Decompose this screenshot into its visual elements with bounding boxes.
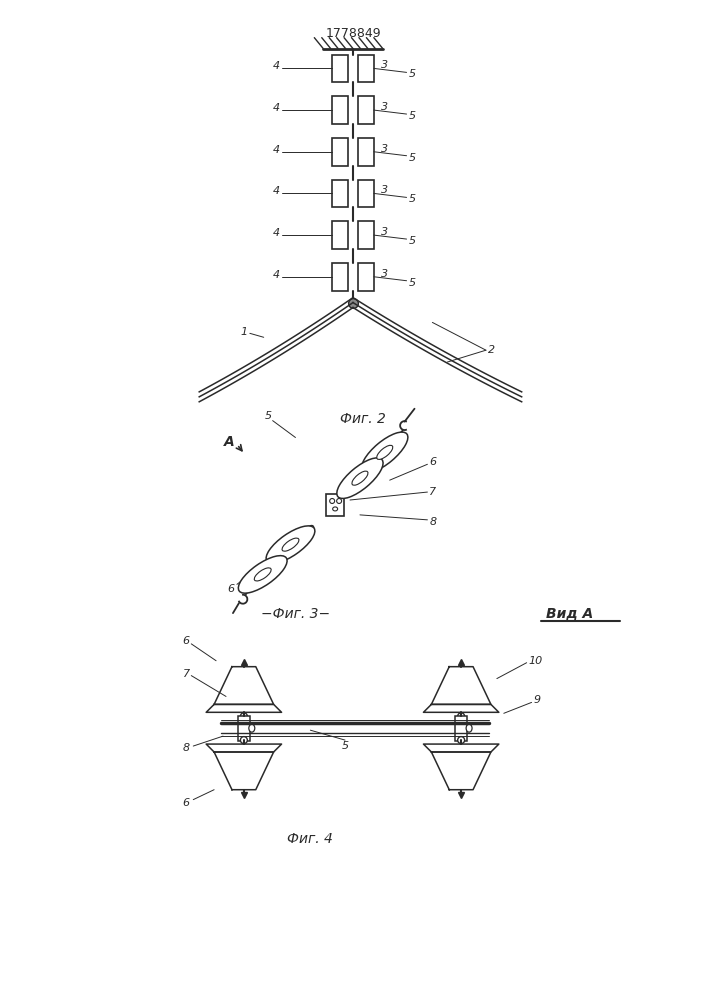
Text: 5: 5 xyxy=(265,411,272,421)
Ellipse shape xyxy=(337,499,341,503)
Text: 2: 2 xyxy=(488,345,495,355)
Bar xyxy=(455,716,467,741)
Ellipse shape xyxy=(306,526,314,534)
Text: 5: 5 xyxy=(409,278,416,288)
Text: 3: 3 xyxy=(381,269,388,279)
Bar xyxy=(332,180,348,207)
Text: 3: 3 xyxy=(381,144,388,154)
Text: 4: 4 xyxy=(272,228,279,238)
Text: 7: 7 xyxy=(183,669,190,679)
Text: 4: 4 xyxy=(272,270,279,280)
Text: 4: 4 xyxy=(272,186,279,196)
Text: 1778849: 1778849 xyxy=(325,27,381,40)
Text: 5: 5 xyxy=(341,741,349,751)
Text: 6: 6 xyxy=(228,584,235,594)
Bar xyxy=(332,221,348,249)
Ellipse shape xyxy=(240,737,247,744)
Ellipse shape xyxy=(282,538,299,551)
Ellipse shape xyxy=(329,499,334,503)
Ellipse shape xyxy=(352,471,368,485)
Ellipse shape xyxy=(377,445,393,459)
Text: 3: 3 xyxy=(381,60,388,70)
Text: Фиг. 2: Фиг. 2 xyxy=(340,412,386,426)
Text: 5: 5 xyxy=(409,236,416,246)
Ellipse shape xyxy=(346,482,354,491)
Bar xyxy=(326,494,344,516)
Text: 4: 4 xyxy=(272,103,279,113)
Text: 7: 7 xyxy=(429,487,436,497)
Bar xyxy=(358,55,374,82)
Text: 8: 8 xyxy=(429,517,436,527)
Text: Вид А: Вид А xyxy=(547,607,594,621)
Ellipse shape xyxy=(333,507,338,511)
Ellipse shape xyxy=(249,724,255,732)
Text: A: A xyxy=(223,435,234,449)
Text: 5: 5 xyxy=(409,153,416,163)
Ellipse shape xyxy=(255,568,271,581)
Ellipse shape xyxy=(466,724,472,732)
Ellipse shape xyxy=(457,737,464,744)
Text: 3: 3 xyxy=(381,185,388,195)
Bar xyxy=(358,263,374,291)
Text: 10: 10 xyxy=(529,656,543,666)
Bar xyxy=(332,263,348,291)
Text: 1: 1 xyxy=(240,327,247,337)
Ellipse shape xyxy=(361,432,408,473)
Text: 3: 3 xyxy=(381,102,388,112)
Ellipse shape xyxy=(266,526,315,563)
Ellipse shape xyxy=(240,713,247,720)
Bar xyxy=(332,55,348,82)
Text: 3: 3 xyxy=(381,227,388,237)
Text: 5: 5 xyxy=(409,69,416,79)
Text: 5: 5 xyxy=(409,111,416,121)
Ellipse shape xyxy=(457,713,464,720)
Bar xyxy=(332,138,348,166)
Text: −Фиг. 3−: −Фиг. 3− xyxy=(261,607,330,621)
Bar xyxy=(358,180,374,207)
Bar xyxy=(332,96,348,124)
Bar xyxy=(238,716,250,741)
Text: Фиг. 4: Фиг. 4 xyxy=(288,832,333,846)
Text: 6: 6 xyxy=(183,636,190,646)
Text: 4: 4 xyxy=(272,61,279,71)
Text: 6: 6 xyxy=(183,798,190,808)
Bar xyxy=(358,221,374,249)
Text: 4: 4 xyxy=(272,145,279,155)
Text: 5: 5 xyxy=(409,194,416,204)
Text: 9: 9 xyxy=(534,695,541,705)
Text: 8: 8 xyxy=(183,743,190,753)
Ellipse shape xyxy=(337,458,383,498)
Bar xyxy=(358,96,374,124)
Bar xyxy=(358,138,374,166)
Text: 6: 6 xyxy=(429,457,436,467)
Ellipse shape xyxy=(238,556,287,593)
